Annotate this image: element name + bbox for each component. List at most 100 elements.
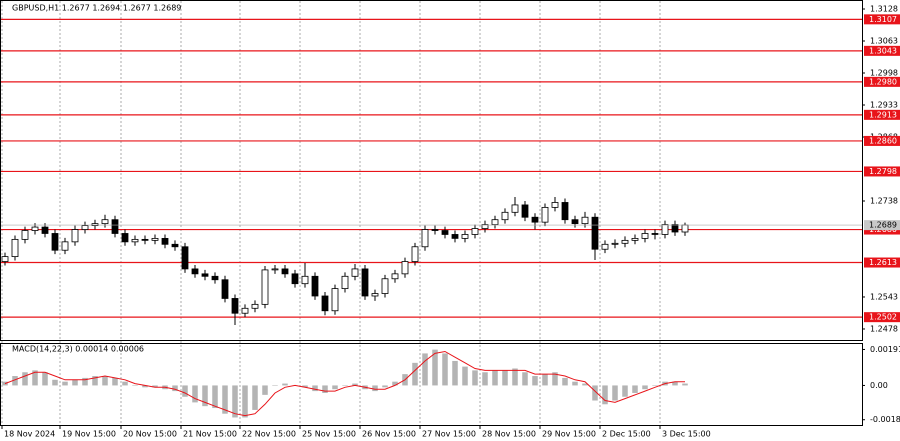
candle-body (551, 202, 559, 208)
candle-body (411, 246, 419, 262)
macd-bar (682, 383, 688, 386)
candle-body (381, 278, 389, 294)
candle-body (521, 204, 529, 218)
candle-body (101, 219, 109, 225)
macd-bar (602, 385, 608, 405)
candle-body (641, 233, 649, 239)
x-tick-label: 20 Nov 15:00 (123, 430, 177, 439)
macd-bar (182, 385, 188, 397)
candle-body (121, 233, 129, 243)
x-tick-label: 28 Nov 15:00 (482, 430, 536, 439)
level-label: 1.2502 (869, 313, 897, 322)
candle-body (491, 219, 499, 226)
macd-bar (642, 385, 648, 390)
candle-body (281, 268, 289, 275)
chart-title: GBPUSD,H1 1.2677 1.2694 1.2677 1.2689 (12, 4, 181, 13)
macd-bar (102, 376, 108, 386)
macd-bar (202, 385, 208, 407)
macd-bar (252, 385, 258, 410)
level-label: 1.2613 (869, 258, 897, 267)
level-label: 1.2860 (869, 136, 897, 145)
candle-body (311, 275, 319, 297)
macd-bar (632, 385, 638, 393)
macd-bar (302, 385, 308, 388)
x-tick-label: 26 Nov 15:00 (362, 430, 416, 439)
candle-body (81, 225, 89, 230)
level-label-box (864, 135, 900, 146)
macd-bar (192, 385, 198, 403)
level-label-box (864, 45, 900, 56)
candle-body (341, 275, 349, 290)
y-tick-label: 1.3128 (870, 5, 898, 14)
level-label-box (864, 76, 900, 87)
candle-body (481, 224, 489, 229)
macd-bar (592, 385, 598, 401)
macd-bar (562, 377, 568, 386)
macd-bar (382, 385, 388, 388)
macd-bar (312, 385, 318, 392)
current-price-box (864, 220, 900, 231)
level-label: 1.3043 (869, 46, 897, 55)
candle-body (511, 204, 519, 213)
candle-body (291, 273, 299, 285)
level-label-box (864, 166, 900, 177)
y-tick-label: -0.00182 (870, 415, 900, 424)
y-tick-label: 1.2738 (870, 196, 898, 205)
candle-body (631, 237, 639, 241)
macd-bar (232, 385, 238, 418)
candle-body (51, 233, 59, 251)
candle-body (541, 206, 549, 223)
x-tick-label: 2 Dec 15:00 (602, 430, 651, 439)
macd-bar (452, 360, 458, 386)
candle-body (391, 273, 399, 280)
macd-bar (372, 385, 378, 392)
macd-bar (42, 372, 48, 386)
marks (1, 18, 862, 418)
x-tick-label: 27 Nov 15:00 (422, 430, 476, 439)
candle-body (211, 275, 219, 281)
macd-bar (482, 372, 488, 386)
candle-body (321, 295, 329, 312)
macd-bar (552, 372, 558, 386)
level-label: 1.2980 (869, 77, 897, 86)
candle-body (171, 243, 179, 248)
level-label-box (864, 14, 900, 25)
candle-body (331, 288, 339, 312)
macd-bar (222, 385, 228, 414)
candle-body (161, 237, 169, 245)
macd-bar (612, 385, 618, 401)
macd-bar (342, 385, 348, 386)
candle-body (401, 261, 409, 275)
macd-title: MACD(14,22,3) 0.00014 0.00006 (12, 345, 144, 354)
level-label: 1.3107 (869, 15, 897, 24)
macd-bar (542, 374, 548, 386)
macd-bar (432, 349, 438, 386)
candle-body (91, 223, 99, 227)
macd-bar (132, 385, 138, 386)
candle-body (31, 226, 39, 231)
macd-bar (472, 370, 478, 386)
macd-bar (72, 379, 78, 386)
x-tick-label: 21 Nov 15:00 (183, 430, 237, 439)
level-label-box (864, 257, 900, 268)
level-label-box (864, 312, 900, 323)
candle-body (441, 230, 449, 235)
macd-bar (32, 370, 38, 386)
macd-bar (52, 379, 58, 386)
candle-body (431, 229, 439, 231)
candle-body (141, 238, 149, 241)
macd-bar (122, 381, 128, 386)
grid (1, 1, 661, 425)
candle-body (531, 216, 539, 223)
macd-bar (332, 385, 338, 390)
macd-bar (62, 381, 68, 386)
candle-body (221, 279, 229, 299)
macd-bar (652, 385, 658, 386)
candle-body (681, 224, 689, 233)
candle-body (361, 268, 369, 297)
macd-bar (152, 385, 158, 388)
candle-body (151, 237, 159, 241)
y-tick-label: 0.00191 (870, 345, 900, 354)
x-tick-label: 22 Nov 15:00 (242, 430, 296, 439)
